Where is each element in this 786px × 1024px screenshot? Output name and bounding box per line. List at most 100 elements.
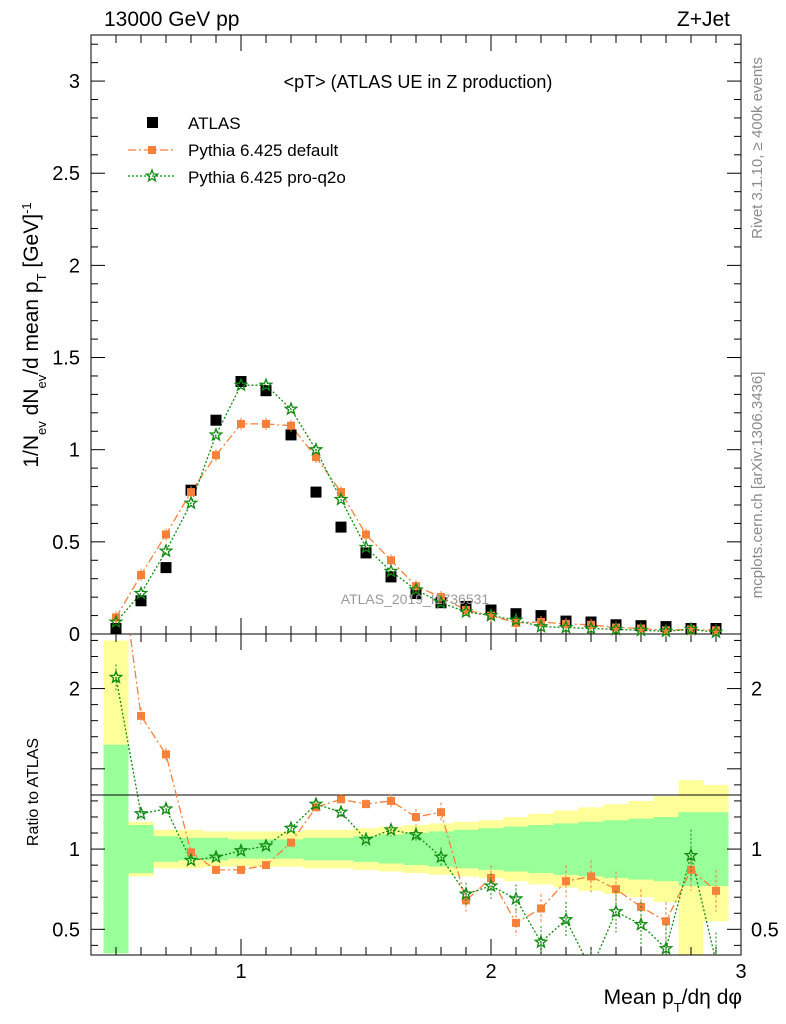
ratio-proq2o-point <box>358 831 374 846</box>
ratio-proq2o-point <box>658 940 674 955</box>
band-inner-bin <box>153 836 179 862</box>
default-point <box>587 620 595 629</box>
proq2o-point <box>483 607 499 622</box>
ratio-default-point <box>237 865 245 874</box>
proq2o-point <box>633 622 649 637</box>
proq2o-point <box>408 581 424 597</box>
main-y-tick-label: 3 <box>69 71 80 93</box>
ylabel-sup: -1 <box>19 202 34 214</box>
default-point <box>362 530 370 539</box>
proq2o-point <box>608 621 624 636</box>
band-inner-bin <box>278 839 304 859</box>
atlas-point <box>360 547 372 559</box>
legend-atlas-marker <box>147 117 158 128</box>
band-inner-bin <box>328 837 354 861</box>
proq2o-point <box>333 491 349 506</box>
atlas-point <box>335 521 347 533</box>
mcplots-label: mcplots.cern.ch [arXiv:1306.3436] <box>749 372 766 599</box>
x-tick-label: 3 <box>735 961 746 983</box>
atlas-point <box>160 562 172 574</box>
band-inner-bin <box>653 817 679 882</box>
proq2o-point <box>258 377 274 392</box>
ylabel-sub-ev: ev <box>34 421 49 435</box>
atlas-point <box>235 376 247 387</box>
ratio-proq2o-point <box>208 849 224 864</box>
main-y-axis-title: 1/Nev dNev/d mean pT [GeV]-1 <box>19 202 49 467</box>
ratio-default-point <box>262 861 270 870</box>
proq2o-point <box>533 618 549 634</box>
main-series-group <box>108 376 724 639</box>
ratio-default-point <box>212 865 220 874</box>
ratio-series-group <box>108 634 720 955</box>
ratio-proq2o-point <box>258 838 274 853</box>
ratio-default-point <box>662 917 670 926</box>
band-inner-bin <box>528 825 554 874</box>
x-axis-title: Mean pT/dη dφ <box>604 986 742 1015</box>
band-inner-bin <box>403 833 429 866</box>
band-inner-bin <box>378 834 404 864</box>
proq2o-point <box>658 623 674 638</box>
legend-proq2o-label: Pythia 6.425 pro-q2o <box>188 168 346 187</box>
default-point <box>137 571 145 579</box>
band-inner-bin <box>353 836 379 862</box>
x-tick-label: 1 <box>235 961 246 983</box>
ratio-proq2o-point <box>133 805 149 821</box>
ratio-proq2o-point <box>183 852 199 867</box>
band-inner-bin <box>478 828 504 870</box>
proq2o-point <box>283 401 299 416</box>
default-point <box>287 421 295 430</box>
ratio-proq2o-point <box>333 804 349 819</box>
ratio-proq2o-point <box>483 878 499 893</box>
band-inner-bin <box>628 818 654 880</box>
ratio-proq2o-point <box>433 849 449 864</box>
main-y-tick-label: 1.5 <box>52 348 80 370</box>
ylabel-sub-ev-2: ev <box>34 374 49 388</box>
ratio-y-tick-label-right: 0.5 <box>751 919 779 941</box>
process-label: Z+Jet <box>677 8 730 31</box>
main-y-tick-label: 0.5 <box>52 532 80 554</box>
ratio-default-point <box>187 848 195 857</box>
ratio-y-tick-label: 2 <box>69 679 80 701</box>
proq2o-point <box>383 563 399 578</box>
proq2o-point <box>558 619 574 634</box>
xlabel-part-a: Mean p <box>604 986 674 1009</box>
ylabel-sub-t: T <box>34 273 49 281</box>
legend: ATLAS Pythia 6.425 default Pythia 6.425 … <box>128 114 346 187</box>
atlas-point <box>210 414 222 426</box>
ratio-y-tick-label: 1 <box>69 839 80 861</box>
ratio-default-point <box>337 795 345 804</box>
proq2o-point <box>183 495 199 510</box>
ratio-proq2o-point <box>158 801 174 816</box>
main-y-tick-label: 2 <box>69 255 80 277</box>
band-inner-bin <box>603 820 629 878</box>
legend-default-marker <box>148 146 156 154</box>
ratio-default-point <box>412 813 420 821</box>
default-point <box>262 419 270 428</box>
ratio-proq2o-point <box>608 903 624 918</box>
proq2o-point <box>708 624 724 639</box>
ratio-proq2o-point <box>633 916 649 931</box>
ratio-default-point <box>712 886 720 895</box>
atlas-point <box>535 610 547 622</box>
proq2o-point <box>508 612 524 627</box>
proq2o-point <box>358 539 374 554</box>
ratio-default-point <box>362 800 370 809</box>
atlas-point <box>260 385 272 397</box>
proq2o-point <box>233 377 249 392</box>
band-inner-bin <box>303 837 329 861</box>
band-inner-bin <box>453 829 479 869</box>
atlas-point <box>385 571 397 583</box>
default-point <box>212 451 220 460</box>
proq2o-point <box>108 614 124 629</box>
ratio-default-point <box>387 796 395 805</box>
ratio-default-point <box>562 877 570 886</box>
proq2o-point <box>583 620 599 635</box>
ratio-proq2o-point <box>233 842 249 857</box>
ratio-y-axis-title: Ratio to ATLAS <box>25 738 42 846</box>
band-inner-bin <box>703 812 729 886</box>
ratio-default-point <box>537 904 545 913</box>
ratio-default-point <box>137 711 145 720</box>
ratio-default-point <box>162 750 170 759</box>
xlabel-part-b: /dη dφ <box>682 986 742 1009</box>
